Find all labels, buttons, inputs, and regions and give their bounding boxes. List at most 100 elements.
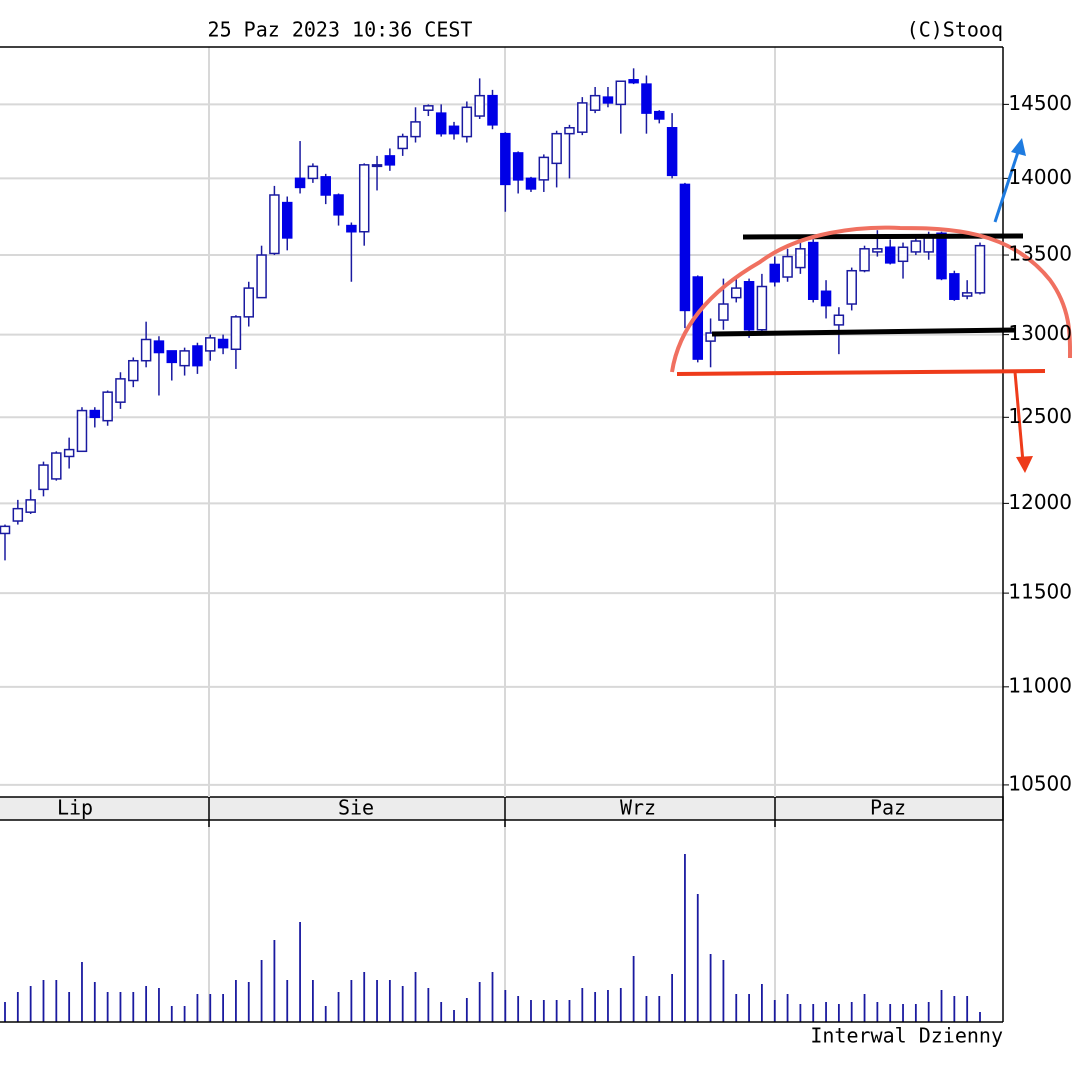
candle-body (435, 112, 447, 135)
month-band (0, 796, 1004, 821)
candle-body (140, 338, 152, 362)
candle-body (179, 350, 190, 367)
candle-body (12, 507, 24, 522)
y-tick-label: 13000 (1008, 321, 1072, 345)
candle-body (371, 164, 383, 168)
candle-body (294, 177, 306, 189)
candle-body (974, 244, 986, 294)
down-arrow (1013, 371, 1025, 463)
candle-body (474, 94, 485, 117)
candle-body (205, 337, 216, 352)
candle-body (782, 255, 793, 278)
candle-body (859, 248, 870, 272)
candle-body (872, 248, 883, 253)
candle-body (346, 224, 357, 233)
candle-body (230, 316, 242, 351)
y-tick-label: 11500 (1008, 580, 1072, 604)
candle-body (128, 359, 139, 382)
candle-body (654, 110, 665, 120)
candle-body (256, 254, 267, 299)
candle-body (884, 246, 896, 264)
candle-body (512, 152, 524, 181)
month-label: Paz (870, 796, 906, 820)
support-line (711, 327, 1016, 337)
candle-body (807, 241, 819, 300)
candle-body (705, 332, 716, 342)
candle-body (397, 135, 408, 150)
candle-body (358, 164, 370, 233)
source: (C)Stooq (907, 18, 1003, 42)
candle-body (961, 292, 973, 297)
candle-body (910, 240, 922, 253)
candle-body (307, 165, 319, 180)
y-tick-label: 14000 (1008, 165, 1072, 189)
candle-body (628, 79, 639, 84)
candle-body (795, 248, 806, 269)
candle-body (269, 194, 280, 255)
arc (670, 225, 1073, 373)
candle-body (320, 176, 331, 196)
candle-body (666, 127, 678, 177)
candle-body (448, 125, 460, 135)
candle-body (589, 94, 601, 111)
candle-body (153, 340, 165, 354)
candle-body (102, 391, 113, 422)
candle-body (38, 464, 49, 491)
candle-body (243, 287, 254, 318)
candle-body (641, 83, 652, 114)
candle-body (461, 106, 473, 138)
candle-body (500, 132, 511, 186)
candle-body (487, 94, 498, 126)
red-line (676, 369, 1046, 376)
up-arrow (993, 151, 1020, 223)
candle-body (833, 314, 845, 326)
candle-body (743, 281, 755, 331)
candle-body (115, 378, 126, 403)
candle-body (936, 232, 947, 280)
month-label: Lip (57, 796, 93, 820)
y-tick-label: 11000 (1008, 673, 1072, 697)
annotations (670, 138, 1073, 473)
candle-body (718, 303, 729, 321)
candle-body (897, 246, 909, 263)
grid (0, 47, 1009, 1022)
candle-body (731, 287, 742, 299)
marks (0, 68, 986, 1022)
interval: Interwal Dzienny (810, 1024, 1003, 1048)
down-arrowhead (1016, 456, 1033, 473)
chart-title: 25 Paz 2023 10:36 CEST (208, 18, 473, 42)
candle-body (564, 127, 575, 135)
candle-body (602, 96, 614, 104)
candle-body (577, 102, 588, 133)
candle-body (281, 201, 293, 239)
month-label: Wrz (620, 796, 656, 820)
candle-body (410, 121, 421, 138)
candle-body (333, 194, 344, 216)
candle-body (76, 409, 88, 453)
candle-body (423, 105, 434, 111)
candle-body (192, 345, 203, 367)
y-tick-label: 12500 (1008, 404, 1072, 428)
y-tick-label: 10500 (1008, 771, 1072, 795)
candle-body (525, 177, 537, 190)
y-tick-label: 12000 (1008, 490, 1072, 514)
candle-body (89, 409, 101, 419)
candle-body (551, 132, 562, 165)
candle-body (949, 273, 960, 300)
y-tick-label: 14500 (1008, 91, 1072, 115)
candle-body (384, 155, 396, 166)
candle-body (25, 499, 36, 513)
candle-body (846, 269, 857, 305)
candle-body (166, 350, 178, 364)
candle-body (615, 80, 627, 106)
candle-body (51, 452, 62, 480)
candle-body (217, 338, 229, 349)
y-tick-label: 13500 (1008, 242, 1072, 266)
candle-body (756, 285, 768, 331)
up-arrowhead (1011, 138, 1026, 156)
candle-body (820, 290, 832, 307)
candle-body (63, 448, 75, 458)
month-label: Sie (338, 796, 374, 820)
candle-body (0, 525, 11, 535)
